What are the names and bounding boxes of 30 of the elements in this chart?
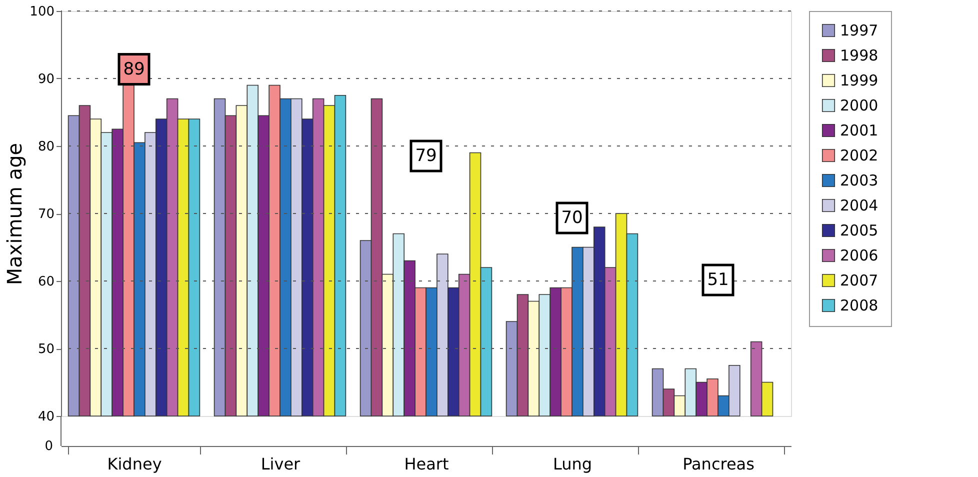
legend-label: 2000 [840,96,878,114]
y-tick-label: 100 [30,4,54,20]
legend-label: 2008 [840,296,878,314]
x-tick-label: Liver [260,454,301,474]
legend-label: 1998 [840,46,878,64]
x-tick-label: Lung [552,454,592,474]
legend-label: 2007 [840,272,878,290]
y-tick-label: 70 [38,207,54,222]
legend-label: 2006 [840,246,878,264]
y-axis-title: Maximum age [2,142,27,286]
y-tick-label: 50 [38,342,54,357]
legend-label: 2005 [840,222,878,240]
x-tick-label: Kidney [107,454,162,474]
legend-label: 2002 [840,146,878,164]
legend-label: 2004 [840,196,878,214]
x-tick-label: Heart [404,454,449,474]
legend-label: 2003 [840,172,878,190]
text: 0 [44,439,53,454]
annotation: 70 [561,208,583,228]
legend-label: 1999 [840,72,878,90]
y-tick-label: 90 [38,72,54,87]
annotation: 51 [707,270,729,290]
y-tick-label: 60 [38,274,54,290]
legend-label: 1997 [840,22,878,40]
annotation: 79 [415,146,437,166]
y-tick-label: 80 [38,140,54,154]
legend-label: 2001 [840,122,878,140]
x-tick-label: Pancreas [682,454,754,474]
y-tick-label: 40 [38,410,54,424]
annotation: 89 [123,59,145,80]
